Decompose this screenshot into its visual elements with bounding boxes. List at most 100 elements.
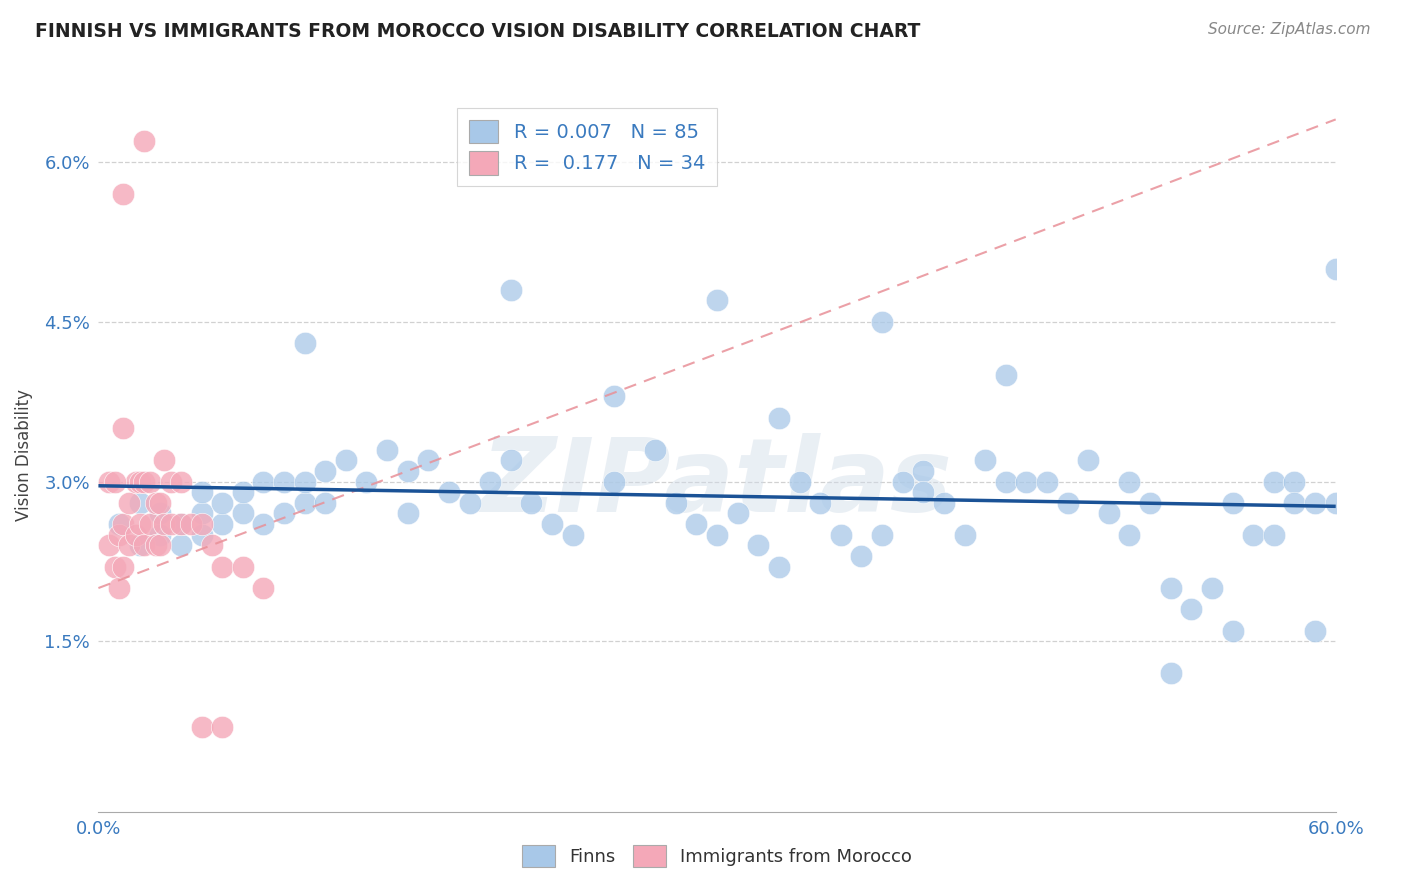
Point [170, 475, 193, 489]
Point [112, 421, 135, 435]
Point [1139, 496, 1161, 510]
Point [561, 528, 583, 542]
Point [808, 496, 831, 510]
Point [170, 517, 193, 532]
Point [932, 496, 955, 510]
Point [437, 485, 460, 500]
Point [108, 581, 131, 595]
Point [603, 389, 626, 403]
Point [1015, 475, 1038, 489]
Point [356, 475, 378, 489]
Point [132, 475, 155, 489]
Point [706, 528, 728, 542]
Point [1263, 528, 1285, 542]
Point [499, 453, 522, 467]
Point [994, 475, 1017, 489]
Point [211, 517, 233, 532]
Point [139, 475, 162, 489]
Point [396, 507, 419, 521]
Point [1284, 475, 1306, 489]
Text: Source: ZipAtlas.com: Source: ZipAtlas.com [1208, 22, 1371, 37]
Point [851, 549, 873, 563]
Point [201, 538, 224, 552]
Point [145, 496, 167, 510]
Point [603, 475, 626, 489]
Y-axis label: Vision Disability: Vision Disability [15, 389, 34, 521]
Point [685, 517, 707, 532]
Point [1284, 496, 1306, 510]
Point [830, 528, 852, 542]
Point [232, 485, 254, 500]
Point [994, 368, 1017, 382]
Point [418, 453, 440, 467]
Point [108, 517, 131, 532]
Point [1324, 496, 1347, 510]
Point [252, 475, 274, 489]
Point [644, 442, 666, 457]
Text: ZIPatlas: ZIPatlas [481, 433, 953, 534]
Point [149, 507, 172, 521]
Point [1180, 602, 1202, 616]
Point [1303, 496, 1326, 510]
Point [211, 496, 233, 510]
Point [870, 528, 893, 542]
Point [97, 538, 120, 552]
Point [252, 581, 274, 595]
Point [104, 559, 127, 574]
Point [1303, 624, 1326, 638]
Point [1201, 581, 1223, 595]
Point [789, 475, 811, 489]
Point [294, 496, 316, 510]
Point [458, 496, 481, 510]
Point [1118, 475, 1140, 489]
Point [108, 528, 131, 542]
Point [870, 315, 893, 329]
Point [149, 496, 172, 510]
Point [170, 538, 193, 552]
Point [128, 475, 150, 489]
Point [665, 496, 688, 510]
Point [211, 719, 233, 733]
Point [170, 517, 193, 532]
Point [118, 496, 141, 510]
Point [128, 538, 150, 552]
Point [145, 538, 167, 552]
Point [97, 475, 120, 489]
Point [541, 517, 564, 532]
Point [499, 283, 522, 297]
Point [1077, 453, 1099, 467]
Point [314, 464, 336, 478]
Point [912, 464, 935, 478]
Point [1056, 496, 1078, 510]
Point [1160, 581, 1182, 595]
Point [149, 528, 172, 542]
Point [112, 186, 135, 201]
Point [118, 538, 141, 552]
Point [190, 517, 212, 532]
Point [1160, 666, 1182, 681]
Point [124, 475, 146, 489]
Point [112, 559, 135, 574]
Point [1324, 261, 1347, 276]
Point [128, 517, 150, 532]
Point [1118, 528, 1140, 542]
Point [128, 496, 150, 510]
Point [768, 559, 790, 574]
Point [149, 538, 172, 552]
Point [768, 410, 790, 425]
Point [190, 719, 212, 733]
Point [252, 517, 274, 532]
Legend: Finns, Immigrants from Morocco: Finns, Immigrants from Morocco [515, 838, 920, 874]
Point [273, 475, 295, 489]
Point [1222, 496, 1244, 510]
Point [294, 336, 316, 351]
Point [953, 528, 976, 542]
Point [706, 293, 728, 308]
Point [132, 538, 155, 552]
Point [1098, 507, 1121, 521]
Point [232, 559, 254, 574]
Point [159, 517, 181, 532]
Point [974, 453, 997, 467]
Point [520, 496, 543, 510]
Point [153, 453, 176, 467]
